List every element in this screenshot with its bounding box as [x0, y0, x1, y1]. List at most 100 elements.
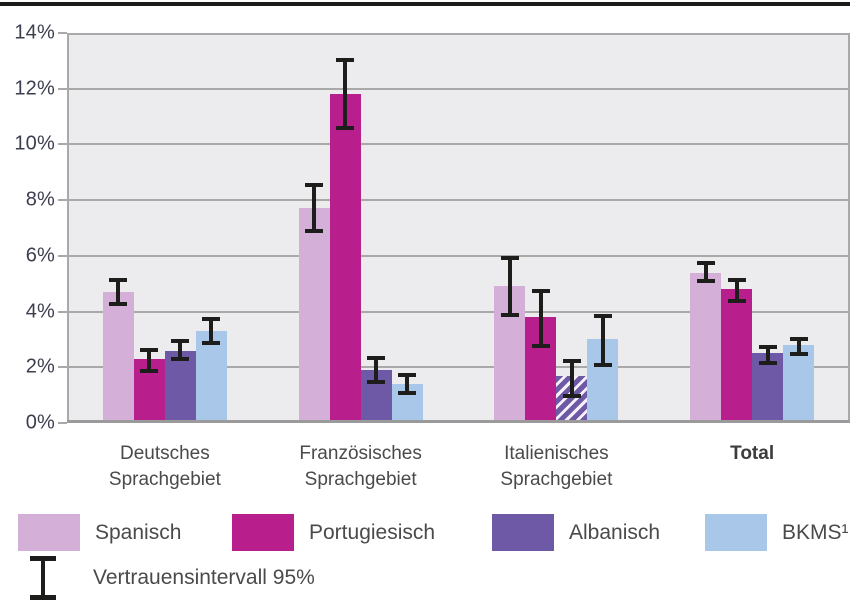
error-bar-cap — [697, 261, 715, 265]
bar-spanisch-total — [690, 273, 721, 420]
error-bar-icon — [30, 556, 56, 600]
error-bar-cap — [501, 313, 519, 317]
error-bar-cap — [171, 339, 189, 343]
error-bar-portugiesisch-total — [728, 278, 746, 303]
error-bar-cap — [398, 373, 416, 377]
category-label-line: Französisches — [299, 443, 422, 464]
error-bar-bkms-deutsches-sprachgebiet — [202, 317, 220, 345]
error-bar-cap — [594, 314, 612, 318]
category-label-total: Total — [637, 441, 867, 467]
plot-area — [67, 33, 850, 423]
error-bar-cap — [728, 278, 746, 282]
error-bar-bkms-total — [790, 337, 808, 356]
error-bar-cap — [532, 289, 550, 293]
bar-albanisch-deutsches-sprachgebiet — [165, 351, 196, 420]
legend-item-bkms: BKMS¹ — [705, 514, 849, 551]
error-bar-cap — [305, 183, 323, 187]
y-tick-4% — [58, 311, 67, 313]
gridline-6% — [67, 255, 850, 257]
category-label-line: Sprachgebiet — [500, 469, 613, 490]
error-bar-cap — [728, 299, 746, 303]
category-label-line: Sprachgebiet — [108, 469, 221, 490]
error-bar-cap — [367, 380, 385, 384]
error-bar-cap — [790, 337, 808, 341]
x-axis-line — [67, 420, 850, 423]
y-tick-label: 6% — [25, 244, 55, 267]
gridline-14% — [67, 33, 850, 35]
legend-swatch-portugiesisch — [232, 514, 294, 551]
error-bar-portugiesisch-franz-sisches-sprachgebiet — [336, 58, 354, 130]
y-tick-12% — [58, 88, 67, 90]
category-label-deutsches-sprachgebiet: Deutsches Sprachgebiet — [50, 441, 280, 493]
bar-portugiesisch-franz-sisches-sprachgebiet — [330, 94, 361, 420]
error-bar-cap — [790, 352, 808, 356]
legend-label-confidence-interval: Vertrauensintervall 95% — [93, 566, 315, 589]
category-label-italienisches-sprachgebiet: Italienisches Sprachgebiet — [441, 441, 671, 493]
bar-spanisch-franz-sisches-sprachgebiet — [299, 208, 330, 420]
bar-bkms-deutsches-sprachgebiet — [196, 331, 227, 420]
error-bar-cap — [563, 394, 581, 398]
y-tick-label: 0% — [25, 411, 55, 434]
error-bar-cap — [171, 357, 189, 361]
legend-item-portugiesisch: Portugiesisch — [232, 514, 435, 551]
error-bar-cap — [563, 359, 581, 363]
legend-swatch-bkms — [705, 514, 767, 551]
error-bar-cap — [759, 361, 777, 365]
error-bar-cap — [140, 369, 158, 373]
error-bar-cap — [367, 356, 385, 360]
error-bar-stem — [209, 317, 213, 345]
legend-item-albanisch: Albanisch — [492, 514, 660, 551]
gridline-12% — [67, 88, 850, 90]
error-bar-spanisch-franz-sisches-sprachgebiet — [305, 183, 323, 233]
gridline-4% — [67, 311, 850, 313]
error-bar-cap — [532, 344, 550, 348]
plot-left-border — [67, 33, 69, 423]
y-tick-6% — [58, 255, 67, 257]
bar-portugiesisch-total — [721, 289, 752, 420]
error-bar-cap — [501, 256, 519, 260]
legend-label-bkms: BKMS¹ — [782, 520, 849, 544]
category-label-line: Deutsches — [119, 443, 210, 464]
error-bar-stem — [178, 339, 182, 361]
error-bar-spanisch-total — [697, 261, 715, 283]
error-bar-stem — [570, 359, 574, 398]
error-bar-cap — [140, 348, 158, 352]
error-bar-stem — [343, 58, 347, 130]
y-tick-0% — [58, 422, 67, 424]
y-tick-label: 14% — [14, 21, 55, 44]
error-bar-albanisch-total — [759, 345, 777, 365]
error-bar-stem — [539, 289, 543, 348]
category-label-line: Italienisches — [504, 443, 609, 464]
error-bar-cap — [109, 302, 127, 306]
error-bar-cap — [336, 126, 354, 130]
legend-item-spanisch: Spanisch — [18, 514, 181, 551]
error-bar-spanisch-deutsches-sprachgebiet — [109, 278, 127, 306]
error-bar-bkms-franz-sisches-sprachgebiet — [398, 373, 416, 395]
category-label-franz-sisches-sprachgebiet: Französisches Sprachgebiet — [246, 441, 476, 493]
figure-top-rule — [0, 2, 850, 6]
error-bar-stem — [116, 278, 120, 306]
y-tick-label: 2% — [25, 355, 55, 378]
error-bar-portugiesisch-deutsches-sprachgebiet — [140, 348, 158, 373]
error-bar-albanisch-franz-sisches-sprachgebiet — [367, 356, 385, 384]
legend-label-portugiesisch: Portugiesisch — [309, 520, 436, 544]
y-tick-14% — [58, 32, 67, 34]
error-bar-cap — [398, 391, 416, 395]
error-bar-stem — [797, 337, 801, 356]
legend-label-albanisch: Albanisch — [569, 520, 661, 544]
y-tick-label: 12% — [14, 77, 55, 100]
error-bar-stem — [766, 345, 770, 365]
y-tick-2% — [58, 366, 67, 368]
plot-right-border — [848, 33, 850, 423]
error-bar-portugiesisch-italienisches-sprachgebiet — [532, 289, 550, 348]
legend-item-confidence-interval: Vertrauensintervall 95% — [30, 556, 315, 600]
error-bar-cap — [109, 278, 127, 282]
error-bar-stem — [312, 183, 316, 233]
error-bar-stem — [405, 373, 409, 395]
bar-bkms-total — [783, 345, 814, 420]
error-bar-cap — [305, 229, 323, 233]
legend-swatch-spanisch — [18, 514, 80, 551]
bar-spanisch-deutsches-sprachgebiet — [103, 292, 134, 420]
category-label-line: Sprachgebiet — [304, 469, 417, 490]
